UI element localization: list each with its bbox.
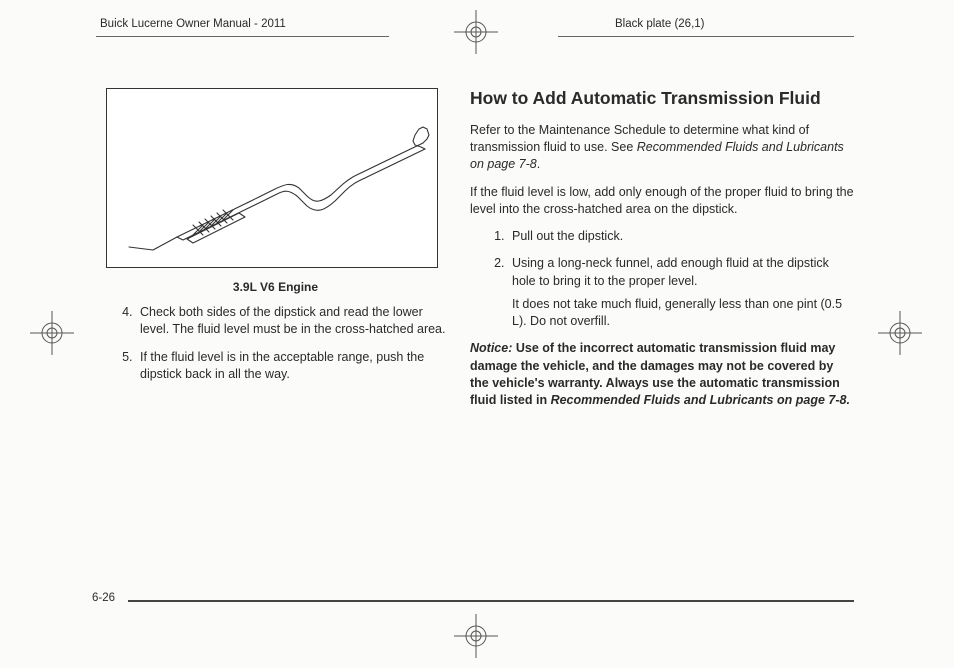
step-5-text: If the fluid level is in the acceptable …	[140, 350, 424, 381]
notice-lead: Notice:	[470, 341, 512, 355]
step-4: Check both sides of the dipstick and rea…	[136, 304, 453, 339]
regmark-right	[878, 311, 922, 355]
step-2: Using a long-neck funnel, add enough flu…	[508, 255, 854, 330]
left-column: 3.9L V6 Engine Check both sides of the d…	[98, 88, 453, 393]
right-steps: Pull out the dipstick. Using a long-neck…	[470, 228, 854, 330]
footer-rule	[128, 600, 854, 602]
step-1-text: Pull out the dipstick.	[512, 229, 623, 243]
dipstick-illustration	[107, 89, 439, 269]
regmark-bottom	[454, 614, 498, 658]
notice-body-b: Recommended Fluids and Lubricants on pag…	[551, 393, 850, 407]
step-1: Pull out the dipstick.	[508, 228, 854, 245]
para1-c: .	[537, 157, 540, 171]
dipstick-figure	[106, 88, 438, 268]
step-4-text: Check both sides of the dipstick and rea…	[140, 305, 446, 336]
notice: Notice: Use of the incorrect automatic t…	[470, 340, 854, 409]
section-heading: How to Add Automatic Transmission Fluid	[470, 88, 854, 110]
header-text-left: Buick Lucerne Owner Manual - 2011	[100, 18, 286, 30]
regmark-top	[454, 10, 498, 54]
regmark-left	[30, 311, 74, 355]
step-2-text: Using a long-neck funnel, add enough flu…	[512, 256, 829, 287]
step-5: If the fluid level is in the acceptable …	[136, 349, 453, 384]
header-rule-right	[558, 36, 854, 37]
paragraph-2: If the fluid level is low, add only enou…	[470, 184, 854, 219]
step-2-sub: It does not take much fluid, generally l…	[512, 296, 854, 331]
header-text-right: Black plate (26,1)	[615, 18, 705, 30]
paragraph-1: Refer to the Maintenance Schedule to det…	[470, 122, 854, 174]
header-rule-left	[96, 36, 389, 37]
left-steps: Check both sides of the dipstick and rea…	[98, 304, 453, 383]
page-root: Buick Lucerne Owner Manual - 2011 Black …	[0, 0, 954, 668]
right-column: How to Add Automatic Transmission Fluid …	[470, 88, 854, 409]
page-number: 6-26	[92, 592, 115, 604]
figure-caption: 3.9L V6 Engine	[98, 280, 453, 294]
